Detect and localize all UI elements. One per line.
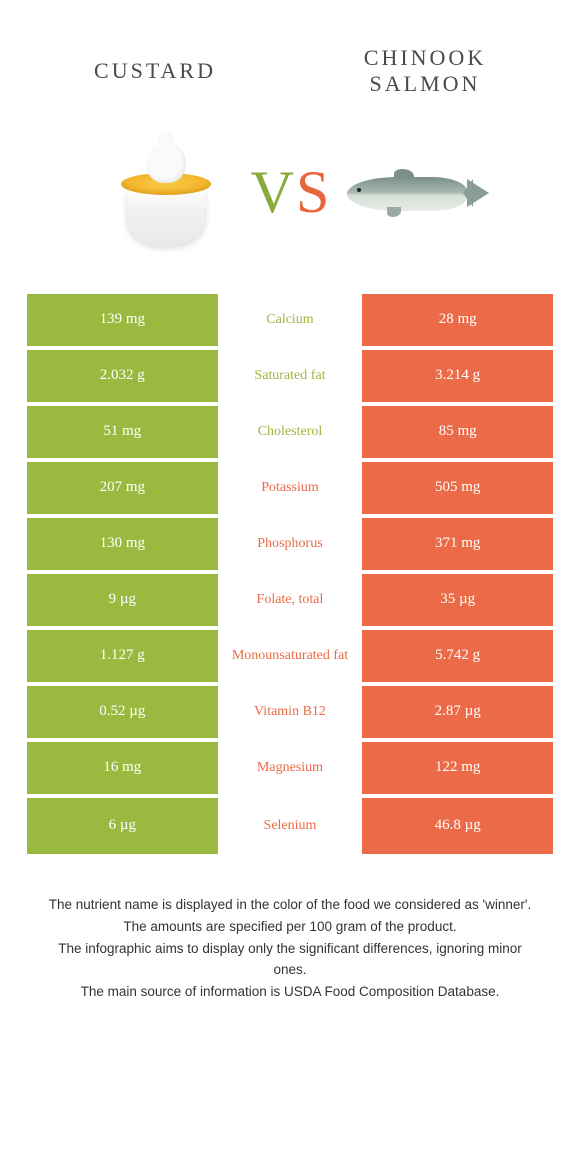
nutrient-name: Magnesium [222, 742, 359, 794]
note-line-2: The amounts are specified per 100 gram o… [40, 917, 540, 937]
note-line-1: The nutrient name is displayed in the co… [40, 895, 540, 915]
nutrient-name: Vitamin B12 [222, 686, 359, 738]
nutrient-name: Selenium [222, 798, 359, 854]
table-row: 6 µgSelenium46.8 µg [27, 798, 553, 854]
left-value: 51 mg [27, 406, 222, 458]
left-value: 9 µg [27, 574, 222, 626]
note-line-4: The main source of information is USDA F… [40, 982, 540, 1002]
right-value: 371 mg [358, 518, 553, 570]
nutrient-name: Potassium [222, 462, 359, 514]
right-value: 5.742 g [358, 630, 553, 682]
food2-title-line2: SALMON [370, 71, 481, 96]
right-value: 3.214 g [358, 350, 553, 402]
footer-notes: The nutrient name is displayed in the co… [40, 895, 540, 1002]
left-value: 6 µg [27, 798, 222, 854]
nutrient-name: Calcium [222, 294, 359, 346]
right-value: 505 mg [358, 462, 553, 514]
food2-title-line1: CHINOOK [364, 45, 486, 70]
food1-title: CUSTARD [20, 58, 290, 84]
nutrient-name: Monounsaturated fat [222, 630, 359, 682]
table-row: 130 mgPhosphorus371 mg [27, 518, 553, 574]
table-row: 16 mgMagnesium122 mg [27, 742, 553, 798]
food2-title: CHINOOK SALMON [290, 45, 560, 98]
nutrient-name: Folate, total [222, 574, 359, 626]
left-value: 139 mg [27, 294, 222, 346]
table-row: 207 mgPotassium505 mg [27, 462, 553, 518]
right-value: 35 µg [358, 574, 553, 626]
nutrient-name: Saturated fat [222, 350, 359, 402]
left-value: 1.127 g [27, 630, 222, 682]
left-value: 16 mg [27, 742, 222, 794]
right-value: 2.87 µg [358, 686, 553, 738]
left-value: 207 mg [27, 462, 222, 514]
nutrient-name: Cholesterol [222, 406, 359, 458]
comparison-table: 139 mgCalcium28 mg2.032 gSaturated fat3.… [26, 293, 554, 855]
salmon-icon [339, 163, 489, 223]
table-row: 2.032 gSaturated fat3.214 g [27, 350, 553, 406]
header-row: CUSTARD CHINOOK SALMON [0, 0, 580, 108]
vs-label: VS [251, 158, 330, 227]
vs-s: S [296, 158, 329, 227]
table-row: 9 µgFolate, total35 µg [27, 574, 553, 630]
right-value: 122 mg [358, 742, 553, 794]
table-row: 0.52 µgVitamin B122.87 µg [27, 686, 553, 742]
images-row: VS [0, 108, 580, 293]
right-value: 46.8 µg [358, 798, 553, 854]
vs-v: V [251, 158, 294, 227]
left-value: 0.52 µg [27, 686, 222, 738]
right-value: 28 mg [358, 294, 553, 346]
custard-icon [111, 133, 221, 253]
left-value: 130 mg [27, 518, 222, 570]
table-row: 139 mgCalcium28 mg [27, 294, 553, 350]
food2-image [339, 123, 489, 263]
right-value: 85 mg [358, 406, 553, 458]
nutrient-name: Phosphorus [222, 518, 359, 570]
food1-image [91, 123, 241, 263]
table-row: 1.127 gMonounsaturated fat5.742 g [27, 630, 553, 686]
table-row: 51 mgCholesterol85 mg [27, 406, 553, 462]
note-line-3: The infographic aims to display only the… [40, 939, 540, 980]
left-value: 2.032 g [27, 350, 222, 402]
